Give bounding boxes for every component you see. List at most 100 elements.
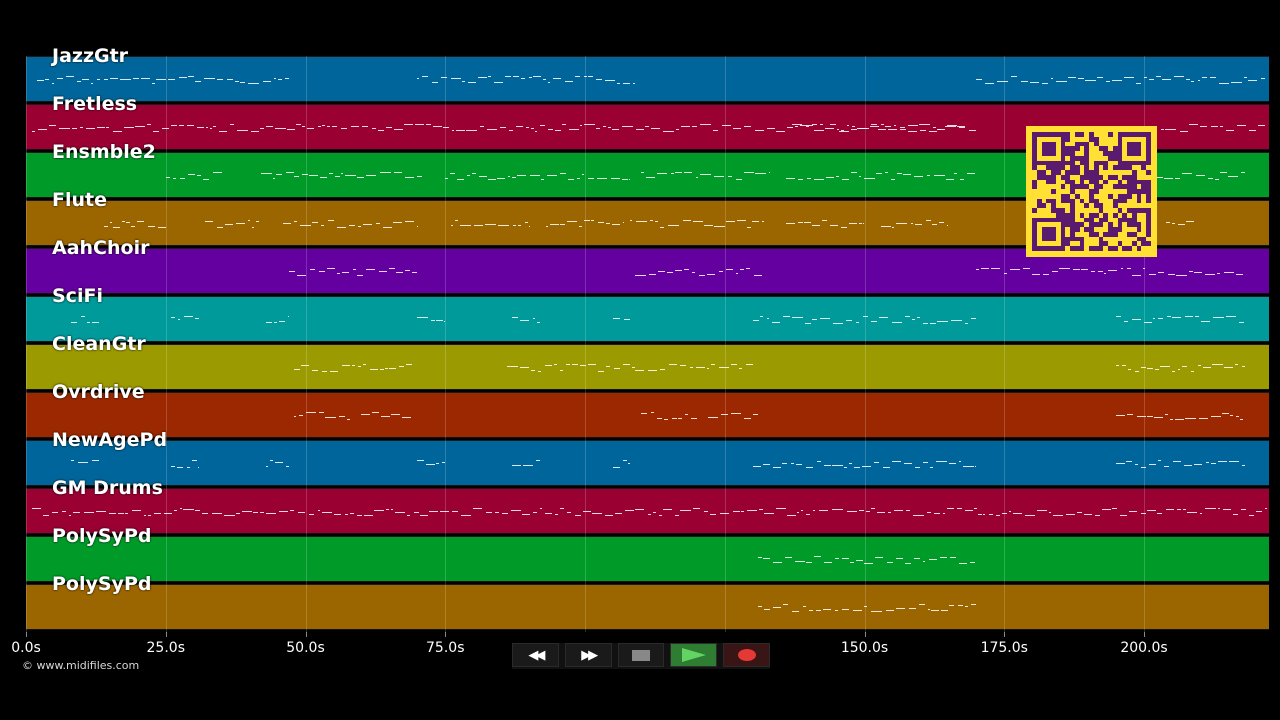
- track-lane[interactable]: [26, 440, 1269, 486]
- record-button[interactable]: [723, 643, 770, 667]
- note: [675, 129, 680, 130]
- note: [1165, 129, 1176, 130]
- note: [461, 81, 466, 82]
- note: [1160, 366, 1171, 367]
- note: [1140, 467, 1147, 468]
- track-lane[interactable]: [26, 536, 1269, 582]
- note: [947, 508, 955, 509]
- note: [1009, 269, 1020, 270]
- note: [942, 513, 946, 514]
- note: [1241, 465, 1245, 466]
- tick-label: 25.0s: [146, 640, 185, 656]
- note: [796, 464, 803, 465]
- note: [405, 177, 414, 178]
- note: [187, 467, 190, 468]
- note: [918, 604, 926, 605]
- note: [42, 515, 50, 516]
- note: [213, 126, 217, 127]
- note: [52, 512, 59, 513]
- note: [1122, 365, 1126, 366]
- note: [132, 510, 142, 511]
- note: [783, 604, 788, 605]
- note: [300, 225, 311, 226]
- note: [1149, 464, 1157, 465]
- note: [957, 126, 966, 127]
- note: [691, 418, 697, 419]
- note: [1083, 514, 1092, 515]
- note: [1233, 514, 1239, 515]
- note: [645, 126, 649, 127]
- track-lane[interactable]: [26, 392, 1269, 438]
- note: [1152, 318, 1155, 319]
- note: [309, 269, 315, 270]
- note: [859, 223, 863, 224]
- note: [66, 76, 75, 77]
- note: [532, 318, 536, 319]
- note: [711, 364, 716, 365]
- fast-forward-button[interactable]: ▶▶: [564, 643, 612, 667]
- play-button[interactable]: [670, 643, 718, 667]
- note: [959, 563, 967, 564]
- note: [596, 178, 608, 179]
- track-lane[interactable]: [26, 488, 1269, 534]
- note: [632, 83, 636, 84]
- note: [610, 178, 620, 179]
- note: [1165, 509, 1175, 510]
- note: [523, 465, 533, 466]
- note: [544, 365, 553, 366]
- note: [327, 268, 335, 269]
- note: [106, 127, 110, 128]
- note: [346, 419, 351, 420]
- note: [1222, 413, 1229, 414]
- note: [251, 131, 259, 132]
- note: [1158, 460, 1161, 461]
- note: [70, 460, 75, 461]
- note: [875, 173, 882, 174]
- note: [171, 317, 175, 318]
- tick-label: 200.0s: [1120, 640, 1168, 656]
- track-lane[interactable]: [26, 584, 1269, 630]
- note: [472, 173, 477, 174]
- note: [660, 369, 666, 370]
- grid-line: [864, 56, 866, 632]
- rewind-button[interactable]: ◀◀: [512, 643, 559, 667]
- note: [862, 466, 872, 467]
- note: [933, 175, 945, 176]
- note: [647, 370, 657, 371]
- note: [859, 510, 864, 511]
- note: [634, 509, 644, 510]
- note: [858, 176, 861, 177]
- note: [579, 125, 582, 126]
- note: [583, 124, 595, 125]
- note: [422, 76, 429, 77]
- note: [1234, 364, 1239, 365]
- track-lane[interactable]: [26, 296, 1269, 342]
- note: [675, 172, 682, 173]
- note: [369, 369, 379, 370]
- note: [703, 511, 708, 512]
- note: [358, 226, 361, 227]
- note: [151, 83, 155, 84]
- note: [973, 508, 978, 509]
- note: [627, 463, 630, 464]
- note: [519, 320, 530, 321]
- note: [814, 179, 825, 180]
- note: [786, 178, 796, 179]
- note: [294, 416, 297, 417]
- note: [109, 222, 112, 223]
- note: [174, 510, 177, 511]
- note: [362, 224, 372, 225]
- note: [1255, 511, 1262, 512]
- track-lane[interactable]: [26, 56, 1269, 102]
- fast-forward-icon: ▶▶: [581, 647, 598, 663]
- note: [1065, 514, 1076, 515]
- note: [77, 462, 88, 463]
- note: [623, 83, 630, 84]
- note: [857, 128, 868, 129]
- note: [451, 511, 458, 512]
- note: [836, 129, 840, 130]
- track-lane[interactable]: [26, 344, 1269, 390]
- stop-button[interactable]: [617, 643, 665, 667]
- note: [624, 510, 634, 511]
- note: [449, 173, 455, 174]
